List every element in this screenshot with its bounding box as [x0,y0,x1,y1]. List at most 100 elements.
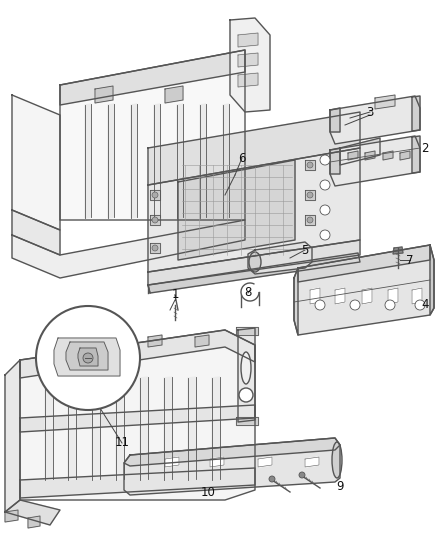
Circle shape [385,300,395,310]
Polygon shape [12,95,60,230]
Polygon shape [92,377,100,480]
Ellipse shape [241,352,251,384]
Polygon shape [330,96,420,144]
Polygon shape [178,160,295,260]
Polygon shape [124,438,340,466]
Polygon shape [148,148,360,272]
Polygon shape [230,18,270,112]
Polygon shape [238,73,258,87]
Circle shape [36,306,140,410]
Polygon shape [348,151,358,160]
Circle shape [152,192,158,198]
Circle shape [152,217,158,223]
Polygon shape [5,510,18,522]
Polygon shape [188,377,196,480]
Polygon shape [305,215,315,225]
Polygon shape [330,148,340,174]
Polygon shape [116,377,124,480]
Ellipse shape [249,252,261,272]
Polygon shape [150,190,160,200]
Polygon shape [148,253,360,293]
Circle shape [320,180,330,190]
Polygon shape [330,108,340,132]
Ellipse shape [332,442,342,478]
Circle shape [152,245,158,251]
Polygon shape [305,457,319,467]
Circle shape [239,388,253,402]
Polygon shape [45,377,53,480]
Polygon shape [150,243,160,253]
Circle shape [320,230,330,240]
Polygon shape [412,96,420,131]
Polygon shape [430,245,434,315]
Polygon shape [305,160,315,170]
Polygon shape [60,50,245,105]
Polygon shape [238,33,258,47]
Polygon shape [238,328,255,422]
Polygon shape [154,104,160,218]
Polygon shape [236,327,258,335]
Polygon shape [66,342,108,370]
Polygon shape [68,377,76,480]
Polygon shape [305,190,315,200]
Text: 9: 9 [336,481,344,494]
Polygon shape [78,348,98,366]
Polygon shape [12,210,60,255]
Polygon shape [294,268,298,335]
Polygon shape [85,104,91,218]
Polygon shape [20,330,255,378]
Circle shape [307,162,313,168]
Polygon shape [148,240,360,285]
Circle shape [350,300,360,310]
Polygon shape [238,53,258,67]
Polygon shape [124,438,340,495]
Circle shape [320,205,330,215]
Polygon shape [223,104,229,218]
Polygon shape [393,247,403,254]
Polygon shape [5,360,20,512]
Polygon shape [212,377,220,480]
Polygon shape [20,468,255,498]
Polygon shape [5,500,60,525]
Polygon shape [177,104,183,218]
Polygon shape [131,104,137,218]
Text: 11: 11 [114,437,130,449]
Circle shape [299,472,305,478]
Polygon shape [20,405,255,432]
Polygon shape [298,245,430,282]
Polygon shape [310,288,320,304]
Polygon shape [400,151,410,160]
Polygon shape [148,335,162,347]
Polygon shape [335,288,345,304]
Text: 6: 6 [238,151,246,165]
Polygon shape [140,377,148,480]
Text: 7: 7 [406,254,414,266]
Polygon shape [210,457,224,467]
Text: 8: 8 [244,287,252,300]
Polygon shape [362,288,372,304]
Text: 10: 10 [201,487,215,499]
Polygon shape [108,104,114,218]
Polygon shape [100,335,114,347]
Circle shape [307,192,313,198]
Polygon shape [388,288,398,304]
Polygon shape [28,516,40,528]
Circle shape [415,300,425,310]
Polygon shape [164,377,172,480]
Polygon shape [340,138,380,165]
Polygon shape [195,335,209,347]
Polygon shape [54,338,120,376]
Polygon shape [12,220,245,278]
Text: 4: 4 [421,298,429,311]
Polygon shape [60,50,245,220]
Polygon shape [294,245,434,335]
Polygon shape [258,457,272,467]
Polygon shape [95,86,113,103]
Polygon shape [148,112,360,185]
Circle shape [315,300,325,310]
Polygon shape [365,151,375,160]
Polygon shape [412,288,422,304]
Polygon shape [165,457,179,467]
Text: 5: 5 [301,244,309,256]
Circle shape [320,155,330,165]
